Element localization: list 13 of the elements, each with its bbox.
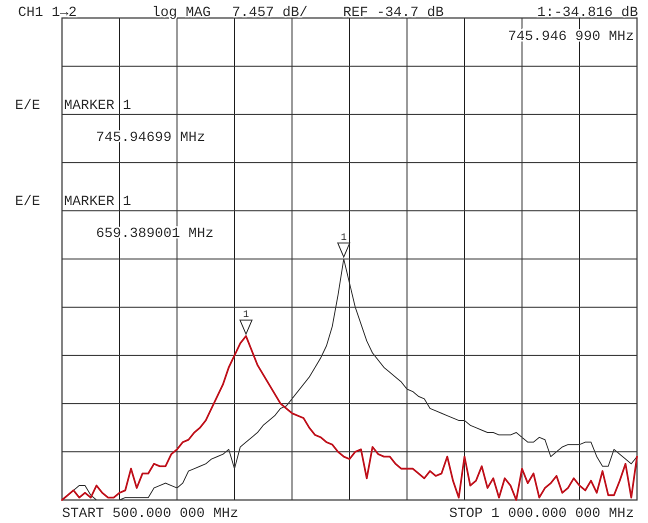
text: MARKER 1	[64, 98, 132, 114]
text: 7.457 dB/	[232, 5, 308, 21]
text: 1	[340, 233, 347, 244]
text: CH1 1→2	[18, 5, 77, 21]
text: REF -34.7 dB	[343, 5, 444, 21]
annotation: 1	[242, 310, 250, 322]
text: MARKER 1	[64, 194, 132, 210]
text: STOP 1 000.000 000 MHz	[449, 506, 634, 522]
text: START 500.000 000 MHz	[62, 506, 238, 522]
text: E/E	[15, 98, 40, 114]
text: log MAG	[152, 5, 211, 21]
text: 1:-34.816 dB	[537, 5, 638, 21]
text: E/E	[15, 194, 40, 210]
